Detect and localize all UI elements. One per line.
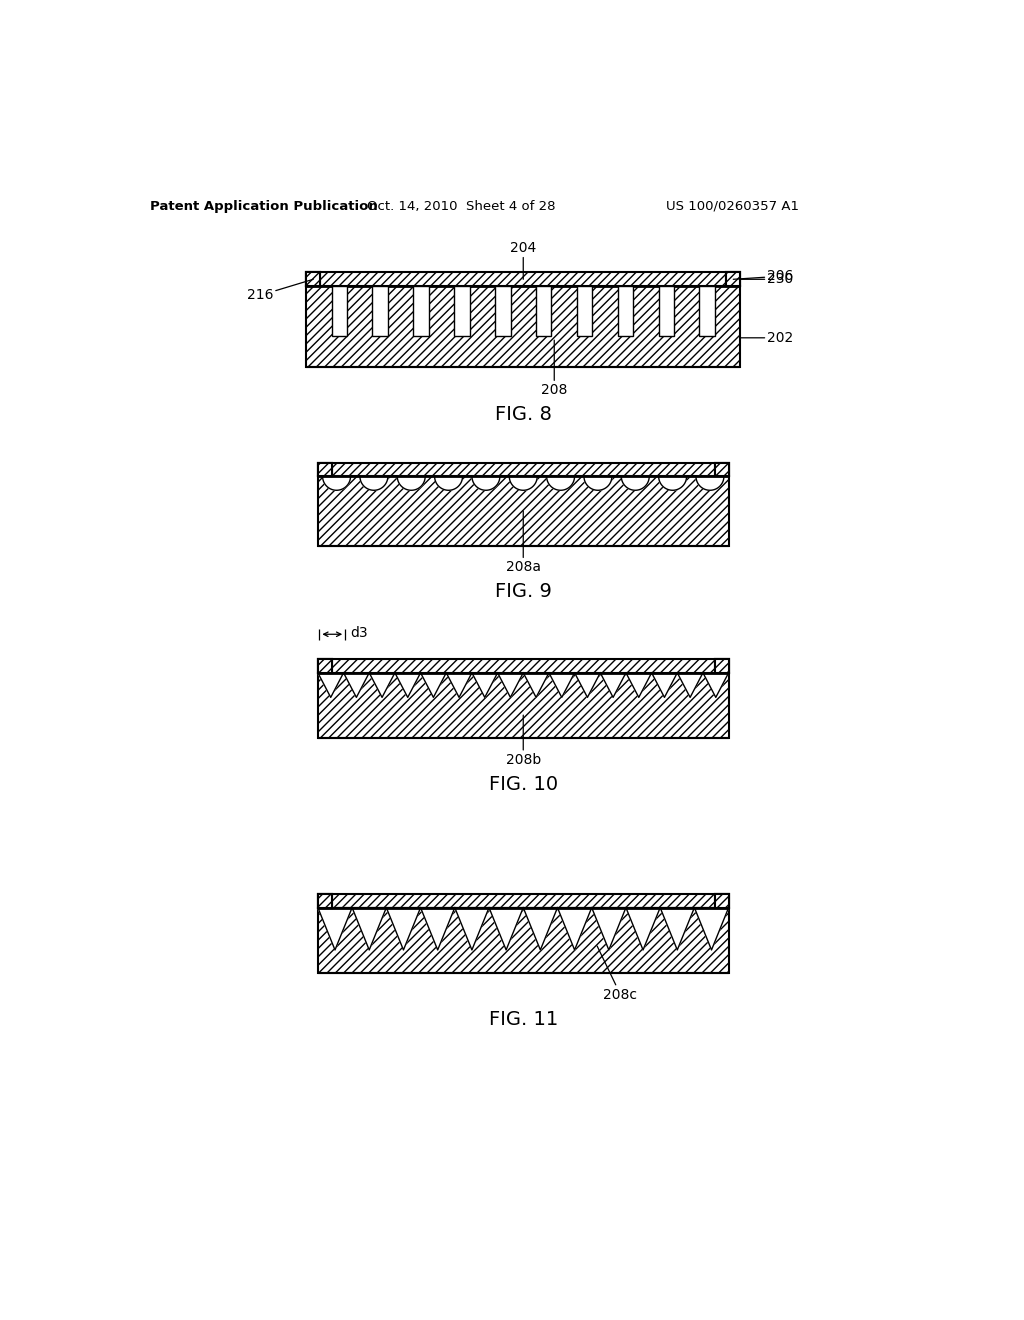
Text: 206: 206 bbox=[733, 269, 794, 284]
Bar bbox=[306, 272, 321, 286]
Polygon shape bbox=[386, 908, 421, 950]
Polygon shape bbox=[323, 477, 350, 490]
Bar bbox=[306, 272, 321, 286]
Bar bbox=[317, 894, 332, 908]
Polygon shape bbox=[696, 477, 724, 490]
Bar bbox=[317, 894, 332, 908]
Text: 216: 216 bbox=[247, 280, 313, 302]
Bar bbox=[317, 659, 332, 673]
Polygon shape bbox=[455, 908, 489, 950]
Polygon shape bbox=[694, 908, 729, 950]
Bar bbox=[699, 286, 715, 337]
Bar bbox=[317, 894, 729, 908]
Text: FIG. 8: FIG. 8 bbox=[495, 405, 552, 424]
Polygon shape bbox=[658, 477, 686, 490]
Polygon shape bbox=[509, 477, 538, 490]
Bar bbox=[373, 286, 388, 337]
Bar bbox=[577, 286, 592, 337]
Bar bbox=[617, 286, 633, 337]
Bar bbox=[317, 659, 729, 673]
Text: US 100/0260357 A1: US 100/0260357 A1 bbox=[666, 199, 799, 213]
Polygon shape bbox=[702, 673, 729, 697]
Polygon shape bbox=[489, 908, 523, 950]
Bar bbox=[306, 286, 740, 367]
Text: 230: 230 bbox=[740, 272, 794, 286]
Bar bbox=[317, 659, 332, 673]
Polygon shape bbox=[343, 673, 370, 697]
Polygon shape bbox=[360, 477, 388, 490]
Bar bbox=[726, 272, 740, 286]
Polygon shape bbox=[523, 908, 557, 950]
Bar bbox=[715, 462, 729, 477]
Polygon shape bbox=[549, 673, 574, 697]
Bar bbox=[726, 272, 740, 286]
Polygon shape bbox=[446, 673, 472, 697]
Polygon shape bbox=[397, 477, 425, 490]
Bar bbox=[317, 462, 729, 477]
Text: FIG. 10: FIG. 10 bbox=[488, 775, 558, 793]
Bar bbox=[317, 462, 332, 477]
Bar bbox=[414, 286, 429, 337]
Polygon shape bbox=[472, 477, 500, 490]
Polygon shape bbox=[626, 673, 651, 697]
Polygon shape bbox=[622, 477, 649, 490]
Text: 202: 202 bbox=[740, 331, 794, 345]
Polygon shape bbox=[523, 673, 549, 697]
Text: 204: 204 bbox=[510, 240, 537, 280]
Bar bbox=[306, 272, 740, 286]
Polygon shape bbox=[557, 908, 592, 950]
Polygon shape bbox=[317, 673, 343, 697]
Polygon shape bbox=[547, 477, 574, 490]
Text: Oct. 14, 2010  Sheet 4 of 28: Oct. 14, 2010 Sheet 4 of 28 bbox=[367, 199, 555, 213]
Bar bbox=[317, 673, 729, 738]
Polygon shape bbox=[421, 908, 455, 950]
Polygon shape bbox=[677, 673, 702, 697]
Text: d3: d3 bbox=[350, 627, 368, 640]
Polygon shape bbox=[498, 673, 523, 697]
Bar bbox=[317, 908, 729, 973]
Bar bbox=[332, 286, 347, 337]
Polygon shape bbox=[370, 673, 395, 697]
Bar bbox=[715, 462, 729, 477]
Polygon shape bbox=[660, 908, 694, 950]
Polygon shape bbox=[472, 673, 498, 697]
Polygon shape bbox=[317, 908, 352, 950]
Bar bbox=[317, 462, 332, 477]
Polygon shape bbox=[584, 477, 612, 490]
Polygon shape bbox=[600, 673, 626, 697]
Text: 208b: 208b bbox=[506, 715, 541, 767]
Polygon shape bbox=[352, 908, 386, 950]
Polygon shape bbox=[421, 673, 446, 697]
Polygon shape bbox=[574, 673, 600, 697]
Text: 208c: 208c bbox=[597, 946, 637, 1002]
Text: Patent Application Publication: Patent Application Publication bbox=[150, 199, 378, 213]
Bar bbox=[715, 659, 729, 673]
Polygon shape bbox=[626, 908, 660, 950]
Bar bbox=[658, 286, 674, 337]
Bar bbox=[715, 894, 729, 908]
Bar bbox=[715, 659, 729, 673]
Text: FIG. 9: FIG. 9 bbox=[495, 582, 552, 602]
Bar bbox=[715, 894, 729, 908]
Polygon shape bbox=[395, 673, 421, 697]
Text: 208a: 208a bbox=[506, 511, 541, 574]
Bar bbox=[317, 477, 729, 545]
Text: FIG. 11: FIG. 11 bbox=[488, 1010, 558, 1028]
Text: 208: 208 bbox=[541, 341, 567, 397]
Bar bbox=[536, 286, 552, 337]
Polygon shape bbox=[651, 673, 677, 697]
Polygon shape bbox=[592, 908, 626, 950]
Polygon shape bbox=[434, 477, 463, 490]
Bar bbox=[495, 286, 511, 337]
Bar bbox=[455, 286, 470, 337]
